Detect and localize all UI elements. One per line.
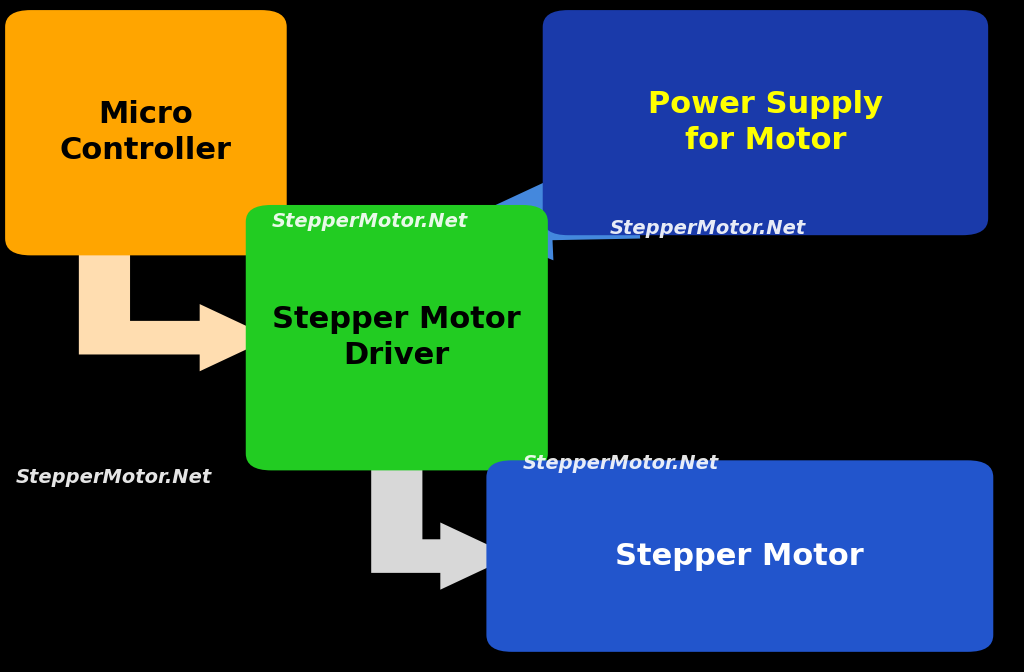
- Polygon shape: [460, 179, 640, 260]
- FancyBboxPatch shape: [486, 460, 993, 652]
- FancyBboxPatch shape: [543, 10, 988, 235]
- Text: StepperMotor.Net: StepperMotor.Net: [522, 454, 719, 473]
- Text: Power Supply
for Motor: Power Supply for Motor: [648, 90, 883, 155]
- Text: Micro
Controller: Micro Controller: [60, 100, 231, 165]
- Text: StepperMotor.Net: StepperMotor.Net: [271, 212, 468, 231]
- FancyBboxPatch shape: [5, 10, 287, 255]
- Polygon shape: [371, 454, 512, 590]
- Text: Stepper Motor: Stepper Motor: [615, 542, 864, 571]
- Text: StepperMotor.Net: StepperMotor.Net: [15, 468, 212, 487]
- FancyBboxPatch shape: [246, 205, 548, 470]
- Polygon shape: [79, 239, 271, 371]
- Text: Stepper Motor
Driver: Stepper Motor Driver: [272, 305, 521, 370]
- Text: StepperMotor.Net: StepperMotor.Net: [609, 219, 806, 238]
